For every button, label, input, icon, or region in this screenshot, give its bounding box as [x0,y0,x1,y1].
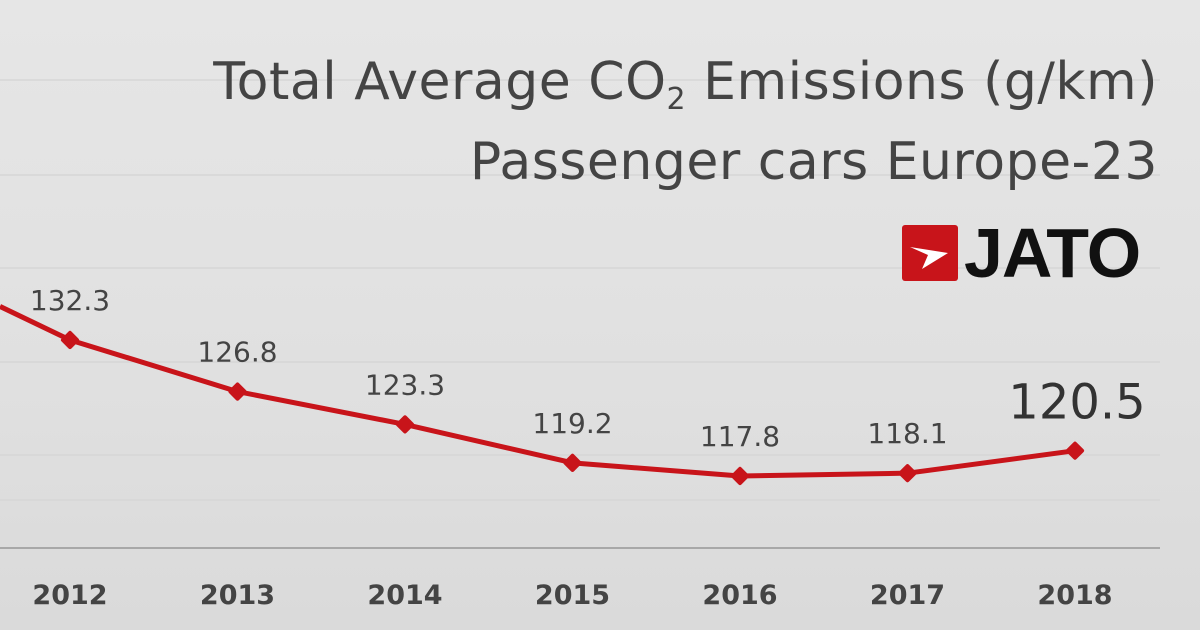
x-tick-2015: 2015 [535,580,610,611]
jato-logo: JATO [902,214,1141,292]
data-label-2017: 118.1 [867,417,947,450]
x-tick-2017: 2017 [870,580,945,611]
x-tick-2012: 2012 [32,580,107,611]
data-point-2016 [730,466,750,486]
data-label-2012: 132.3 [30,284,110,317]
chart-subtitle: Passenger cars Europe-23 [469,132,1158,192]
logo-text: JATO [964,214,1141,292]
arrow-icon [902,225,958,281]
data-point-2018 [1065,441,1085,460]
data-label-2018: 120.5 [1008,375,1145,431]
data-label-2016: 117.8 [700,420,780,453]
data-point-2012 [60,330,80,350]
data-point-2014 [395,415,415,434]
series-line [0,304,1076,479]
data-label-2013: 126.8 [197,336,277,369]
chart-title: Total Average CO2 Emissions (g/km) [213,52,1158,117]
data-point-2015 [563,453,582,472]
data-label-2015: 119.2 [532,407,612,440]
data-point-2013 [228,382,247,401]
data-label-2014: 123.3 [365,368,445,401]
x-tick-2018: 2018 [1037,580,1112,611]
x-tick-2016: 2016 [702,580,777,611]
data-point-2017 [898,464,917,483]
x-tick-2013: 2013 [200,580,275,611]
x-tick-2014: 2014 [367,580,442,611]
